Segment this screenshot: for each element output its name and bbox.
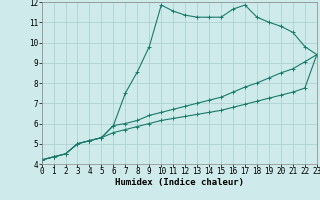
X-axis label: Humidex (Indice chaleur): Humidex (Indice chaleur) — [115, 178, 244, 187]
